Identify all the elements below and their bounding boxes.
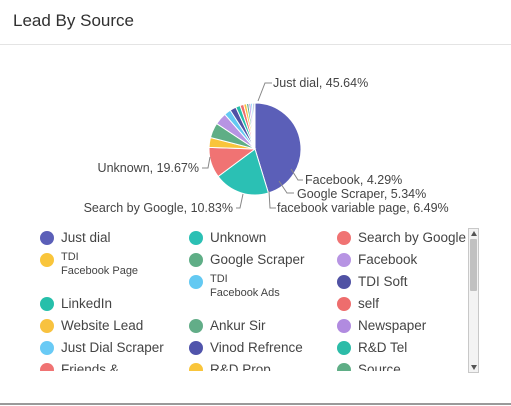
- legend-swatch-icon: [189, 275, 203, 289]
- legend-scrollbar[interactable]: [468, 228, 479, 373]
- pie-data-label-2: Search by Google, 10.83%: [84, 201, 233, 215]
- pie-slice-0[interactable]: [254, 102, 302, 194]
- legend-label: Ankur Sir: [210, 318, 266, 333]
- legend-swatch-icon: [40, 297, 54, 311]
- legend-item[interactable]: TDI Soft: [337, 272, 408, 291]
- legend-swatch-icon: [337, 341, 351, 355]
- legend-label: LinkedIn: [61, 296, 113, 311]
- legend-item[interactable]: Just Dial Scraper: [40, 338, 164, 357]
- label-leader-line-3: [290, 168, 303, 181]
- legend-label: R&D Tel: [358, 340, 408, 355]
- legend-label: TDI Soft: [358, 274, 408, 289]
- pie-slice-1[interactable]: [217, 148, 270, 196]
- card-bottom-border: [0, 403, 511, 405]
- legend-swatch-icon: [40, 319, 54, 333]
- pie-chart: Just dial, 45.64% Unknown, 19.67% Search b…: [84, 76, 449, 215]
- legend-label: Vinod Refrence: [210, 340, 303, 355]
- legend-label: Website Lead: [61, 318, 144, 333]
- label-leader-line-4: [278, 180, 294, 194]
- legend-swatch-icon: [40, 341, 54, 355]
- legend-label: Just Dial Scraper: [61, 340, 164, 355]
- legend-item[interactable]: Vinod Refrence: [189, 338, 303, 357]
- legend-label: Facebook: [358, 252, 418, 267]
- legend-swatch-icon: [189, 319, 203, 333]
- pie-data-label-0: Just dial, 45.64%: [273, 76, 368, 90]
- legend-label: Newspaper: [358, 318, 427, 333]
- card-title: Lead By Source: [13, 11, 134, 30]
- pie-data-label-4: Google Scraper, 5.34%: [297, 187, 426, 201]
- legend-swatch-icon: [337, 253, 351, 267]
- legend-item[interactable]: LinkedIn: [40, 294, 112, 313]
- legend-swatch-icon: [189, 363, 203, 371]
- legend-swatch-icon: [40, 363, 54, 371]
- legend-swatch-icon: [40, 253, 54, 267]
- legend-swatch-icon: [337, 297, 351, 311]
- label-leader-line-0: [257, 82, 272, 102]
- legend-item[interactable]: Google Scraper: [189, 250, 305, 269]
- legend-label: Google Scraper: [210, 252, 305, 267]
- legend-swatch-icon: [337, 319, 351, 333]
- legend-item[interactable]: Newspaper: [337, 316, 426, 335]
- legend-item[interactable]: Unknown: [189, 228, 266, 247]
- legend-label: TDI Facebook Ads: [210, 273, 280, 299]
- legend-label: Source: [358, 362, 401, 371]
- legend-swatch-icon: [337, 275, 351, 289]
- legend-item[interactable]: Just dial: [40, 228, 111, 247]
- legend-label: R&D Prop: [210, 362, 271, 371]
- pie-data-label-1: Unknown, 19.67%: [98, 161, 199, 175]
- chart-legend: Just dial Unknown Search by Google TDI Face…: [36, 228, 470, 371]
- legend-item[interactable]: self: [337, 294, 379, 313]
- legend-item[interactable]: Source: [337, 360, 401, 371]
- label-leader-line-5: [268, 190, 276, 209]
- legend-swatch-icon: [189, 253, 203, 267]
- legend-label: self: [358, 296, 380, 311]
- card-header: Lead By Source: [0, 0, 511, 45]
- pie-slice-15[interactable]: [253, 102, 256, 150]
- scroll-down-arrow-icon[interactable]: [471, 365, 477, 370]
- legend-item[interactable]: TDI Facebook Page: [40, 250, 138, 278]
- legend-swatch-icon: [40, 231, 54, 245]
- legend-item[interactable]: R&D Tel: [337, 338, 407, 357]
- legend-swatch-icon: [337, 231, 351, 245]
- legend-item[interactable]: R&D Prop: [189, 360, 271, 371]
- legend-swatch-icon: [337, 363, 351, 371]
- scroll-up-arrow-icon[interactable]: [471, 231, 477, 236]
- legend-swatch-icon: [189, 341, 203, 355]
- pie-data-label-5: Facebook, 4.29%: [305, 173, 402, 187]
- legend-item[interactable]: TDI Facebook Ads: [189, 272, 280, 300]
- legend-label: Search by Google: [358, 230, 467, 245]
- scrollbar-thumb[interactable]: [470, 239, 477, 291]
- legend-swatch-icon: [189, 231, 203, 245]
- legend-item[interactable]: Search by Google: [337, 228, 466, 247]
- pie-data-label-3: facebook variable page, 6.49%: [277, 201, 449, 215]
- legend-item[interactable]: Website Lead: [40, 316, 143, 335]
- legend-label: Just dial: [61, 230, 111, 245]
- legend-label: TDI Facebook Page: [61, 251, 139, 277]
- legend-label: Friends &: [61, 362, 119, 371]
- label-leader-line-2: [236, 193, 244, 209]
- legend-item[interactable]: Ankur Sir: [189, 316, 266, 335]
- legend-item[interactable]: Friends &: [40, 360, 119, 371]
- legend-item[interactable]: Facebook: [337, 250, 417, 269]
- legend-label: Unknown: [210, 230, 267, 245]
- label-leader-line-1: [202, 156, 211, 169]
